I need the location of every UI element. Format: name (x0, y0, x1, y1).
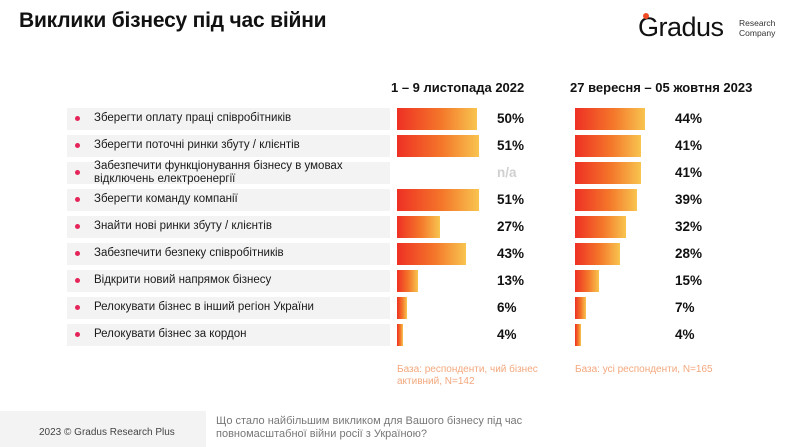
value-label-series-2: 15% (675, 273, 703, 288)
series-1-header: 1 – 9 листопада 2022 (391, 80, 525, 95)
gradus-logo: Gradus Research Company (638, 12, 788, 46)
category-row: Зберегти поточні ринки збуту / клієнтів (67, 135, 390, 157)
value-label-series-1: 51% (497, 192, 525, 207)
bar-series-2 (575, 108, 646, 130)
bullet-icon (75, 251, 80, 256)
logo-name: Gradus (638, 12, 724, 42)
value-label-series-1: n/a (497, 165, 517, 180)
survey-question: Що стало найбільшим викликом для Вашого … (216, 415, 523, 440)
category-label: Зберегти команду компанії (94, 193, 238, 205)
value-label-series-1: 51% (497, 138, 525, 153)
category-label: Релокувати бізнес за кордон (94, 328, 247, 340)
category-label: Релокувати бізнес в інший регіон України (94, 301, 314, 313)
category-row: Забезпечити безпеку співробітників (67, 243, 390, 265)
category-row: Релокувати бізнес в інший регіон України (67, 297, 390, 319)
category-row: Знайти нові ринки збуту / клієнтів (67, 216, 390, 238)
category-label: Зберегти поточні ринки збуту / клієнтів (94, 139, 300, 151)
footer-panel (0, 411, 206, 447)
bar-series-1 (397, 297, 407, 319)
category-label: Забезпечити функціонування бізнесу в умо… (94, 160, 343, 185)
bullet-icon (75, 143, 80, 148)
category-label: Знайти нові ринки збуту / клієнтів (94, 220, 272, 232)
bar-series-1 (397, 243, 466, 265)
bar-series-1 (397, 189, 479, 211)
value-label-series-2: 39% (675, 192, 703, 207)
value-label-series-1: 27% (497, 219, 525, 234)
value-label-series-1: 43% (497, 246, 525, 261)
logo-sub-line2: Company (739, 28, 776, 38)
bar-series-2 (575, 243, 620, 265)
category-row: Зберегти команду компанії (67, 189, 390, 211)
value-label-series-2: 4% (675, 327, 695, 342)
bar-series-2 (575, 324, 582, 346)
logo-dot-icon (643, 13, 649, 19)
bullet-icon (75, 305, 80, 310)
bullet-icon (75, 116, 80, 121)
value-label-series-2: 41% (675, 165, 703, 180)
category-row: Відкрити новий напрямок бізнесу (67, 270, 390, 292)
bar-series-1 (397, 270, 418, 292)
logo-sub-line1: Research (739, 18, 776, 28)
bar-series-1 (397, 324, 404, 346)
bar-series-1 (397, 135, 479, 157)
bar-series-2 (575, 297, 587, 319)
category-label: Зберегти оплату праці співробітників (94, 112, 292, 124)
category-label: Забезпечити безпеку співробітників (94, 247, 284, 259)
series-2-base-note: База: усі респонденти, N=165 (575, 364, 713, 375)
value-label-series-1: 6% (497, 300, 517, 315)
logo-subtitle: Research Company (739, 18, 775, 38)
category-row: Зберегти оплату праці співробітників (67, 108, 390, 130)
bar-series-2 (575, 216, 627, 238)
value-label-series-2: 32% (675, 219, 703, 234)
value-label-series-2: 44% (675, 111, 703, 126)
series-1-base-note: База: респонденти, чий бізнес активний, … (397, 364, 538, 387)
bar-series-2 (575, 162, 641, 184)
bar-series-2 (575, 270, 599, 292)
value-label-series-2: 7% (675, 300, 695, 315)
value-label-series-1: 4% (497, 327, 517, 342)
page-title: Виклики бізнесу під час війни (19, 9, 327, 32)
series-2-header: 27 вересня – 05 жовтня 2023 (570, 80, 753, 95)
category-row: Релокувати бізнес за кордон (67, 324, 390, 346)
bar-series-1 (397, 216, 441, 238)
bar-series-2 (575, 189, 638, 211)
bullet-icon (75, 170, 80, 175)
value-label-series-1: 50% (497, 111, 525, 126)
bullet-icon (75, 278, 80, 283)
category-row: Забезпечити функціонування бізнесу в умо… (67, 160, 390, 185)
category-label: Відкрити новий напрямок бізнесу (94, 274, 272, 286)
bar-series-2 (575, 135, 641, 157)
bullet-icon (75, 197, 80, 202)
copyright: 2023 © Gradus Research Plus (39, 427, 175, 438)
bar-series-1 (397, 108, 477, 130)
bullet-icon (75, 332, 80, 337)
value-label-series-2: 28% (675, 246, 703, 261)
value-label-series-1: 13% (497, 273, 525, 288)
value-label-series-2: 41% (675, 138, 703, 153)
bullet-icon (75, 224, 80, 229)
